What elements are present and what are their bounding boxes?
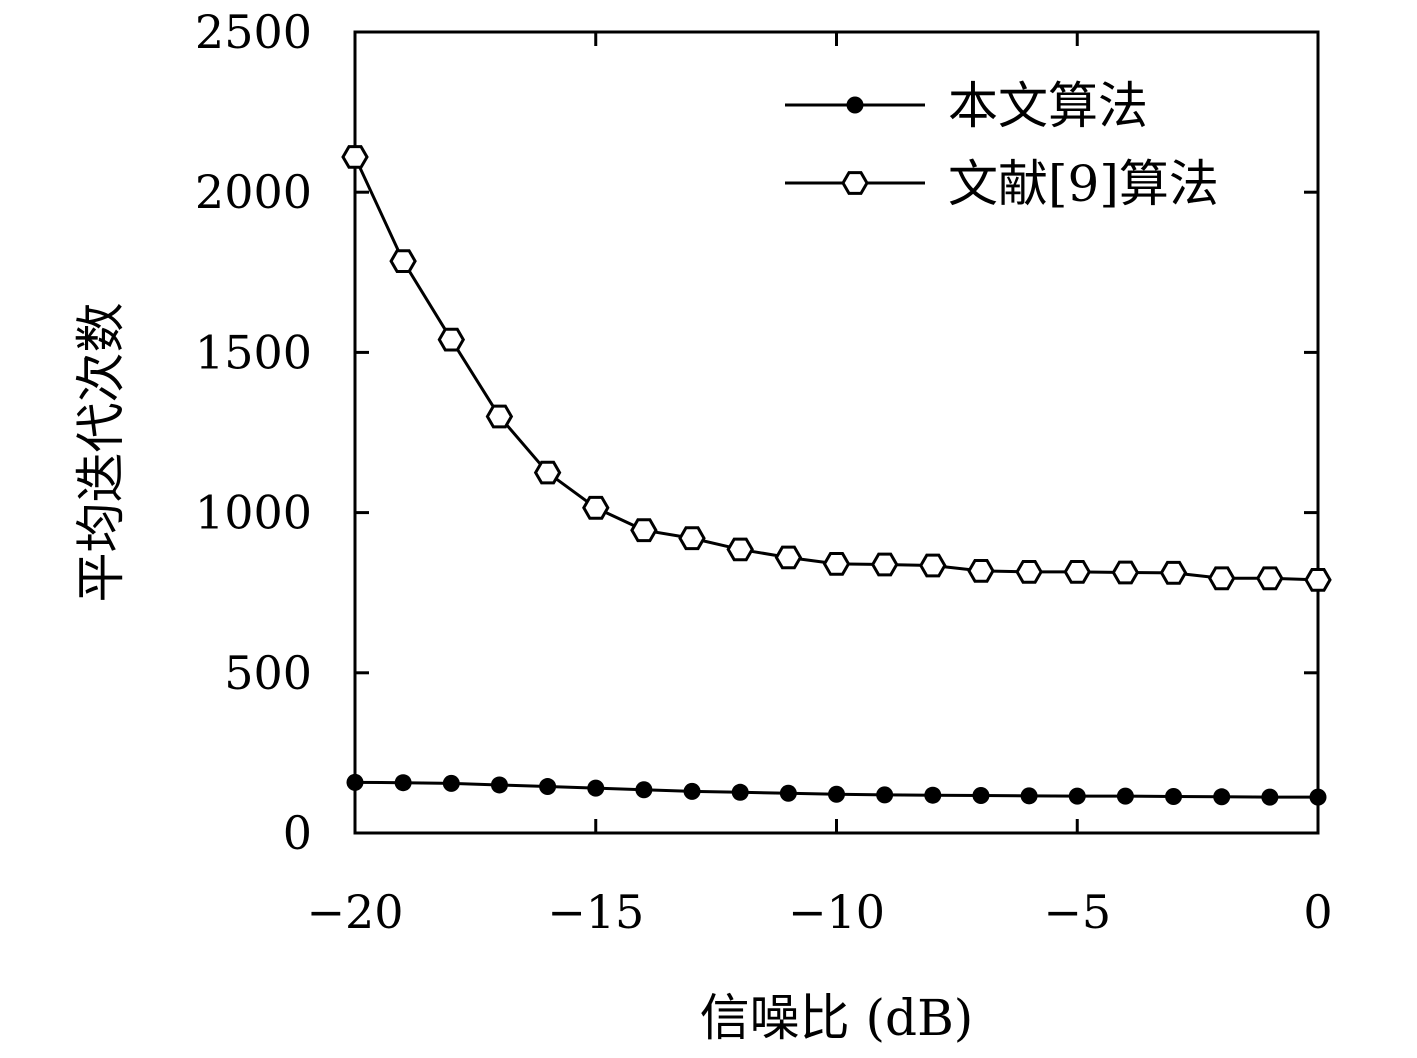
series-1	[346, 773, 1327, 806]
data-point	[774, 545, 803, 570]
data-point	[1165, 787, 1183, 805]
plot-frame	[353, 30, 1320, 835]
legend-item-series-2: 文献[9]算法	[785, 155, 1219, 213]
x-tick-label: −15	[547, 885, 644, 939]
data-point	[1309, 788, 1327, 806]
data-point	[828, 785, 845, 803]
data-point	[972, 787, 990, 805]
data-point	[822, 552, 851, 576]
series-line-2	[353, 156, 1319, 582]
data-point	[394, 774, 412, 792]
y-axis-title: 平均迭代次数	[72, 303, 130, 603]
data-point	[533, 460, 562, 485]
data-point	[582, 495, 610, 520]
x-tick-label: 0	[1303, 885, 1332, 939]
data-point	[1207, 566, 1236, 591]
data-point	[630, 518, 658, 543]
data-point	[539, 778, 557, 796]
series-layer	[341, 145, 1332, 806]
y-tick-label: 1000	[195, 486, 312, 540]
x-tick-label: −20	[306, 885, 403, 939]
data-point	[1116, 787, 1134, 805]
plot-area: −20 −15 −10 −5 0 0 500 1000 1500 2000 2500	[195, 5, 1333, 939]
data-point	[924, 786, 942, 804]
data-point	[1015, 560, 1043, 584]
data-point	[490, 776, 508, 794]
data-point	[919, 553, 947, 578]
legend-marker-series-1	[846, 96, 864, 114]
data-point	[1020, 787, 1038, 805]
legend-marker-series-2	[841, 171, 869, 195]
legend-label-series-2: 文献[9]算法	[948, 155, 1219, 213]
data-point	[870, 552, 899, 577]
data-point	[1256, 566, 1284, 591]
data-point	[635, 781, 653, 799]
legend-label-series-1: 本文算法	[948, 77, 1148, 135]
data-point	[678, 526, 706, 551]
data-point	[731, 783, 749, 801]
y-tick-label: 0	[283, 806, 312, 860]
data-point	[1159, 560, 1188, 585]
y-tick-label: 2500	[195, 5, 312, 59]
data-point	[967, 559, 995, 583]
data-point	[341, 145, 369, 169]
data-point	[1304, 568, 1332, 592]
data-point	[1063, 560, 1092, 584]
data-point	[726, 537, 754, 562]
data-point	[876, 786, 894, 804]
data-point	[1261, 788, 1279, 806]
x-tick-label: −5	[1043, 885, 1111, 939]
data-point	[587, 779, 605, 797]
x-axis-title: 信噪比 (dB)	[700, 989, 974, 1047]
legend-item-series-1: 本文算法	[785, 77, 1148, 135]
data-point	[346, 773, 364, 791]
data-point	[437, 327, 466, 352]
y-tick-label: 500	[224, 646, 312, 700]
series-2	[341, 145, 1332, 592]
data-point	[779, 784, 797, 802]
y-tick-label: 2000	[195, 165, 312, 219]
x-tick-label: −10	[788, 885, 885, 939]
data-point	[485, 404, 514, 429]
data-point	[1213, 788, 1231, 806]
data-point	[389, 249, 417, 273]
data-point	[683, 782, 701, 800]
data-point	[1111, 560, 1140, 585]
y-tick-label: 1500	[195, 325, 312, 379]
legend: 本文算法 文献[9]算法	[785, 77, 1219, 213]
data-point	[1068, 787, 1086, 805]
data-point	[442, 774, 460, 792]
